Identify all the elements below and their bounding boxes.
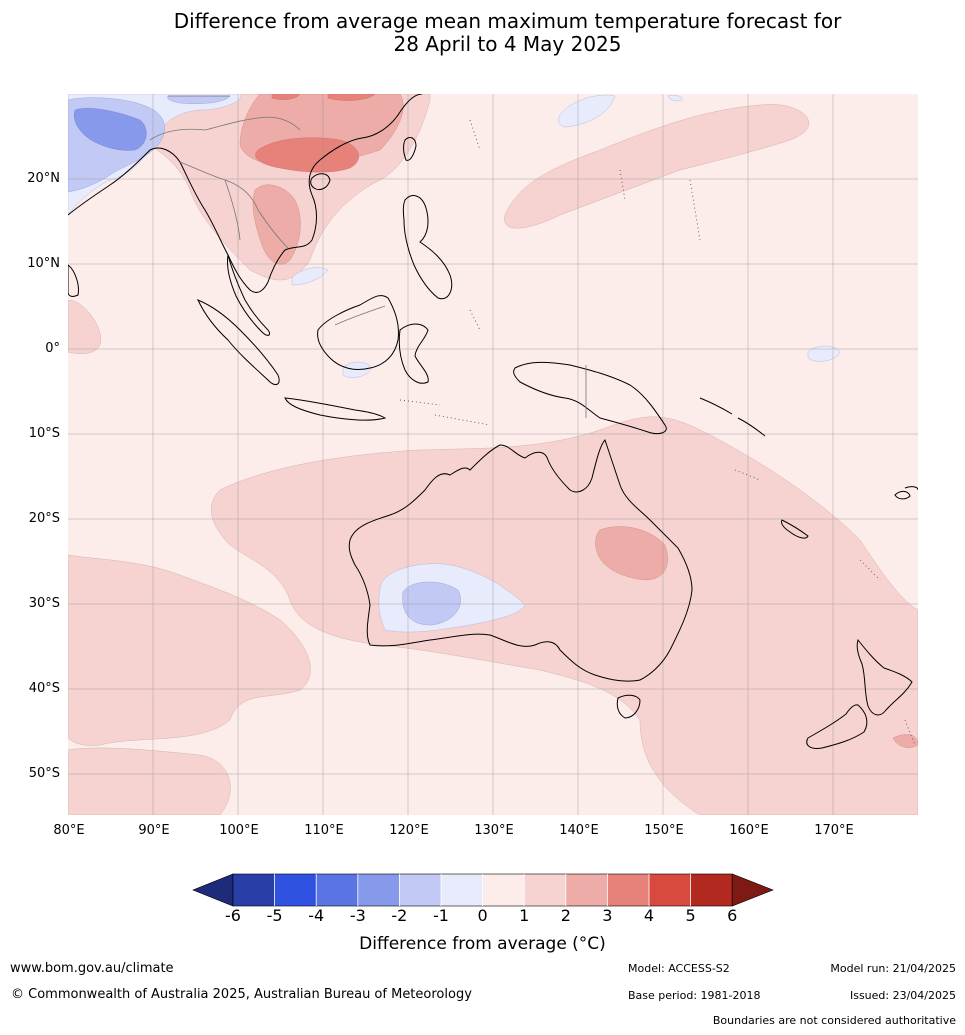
colorbar-outline	[232, 873, 733, 907]
footer-model: Model: ACCESS-S2	[628, 962, 730, 975]
footer-disclaimer: Boundaries are not considered authoritat…	[712, 1014, 956, 1027]
graticule-lines	[68, 94, 918, 815]
colorbar-segment	[233, 874, 276, 906]
lat-label-20n: 20°N	[27, 171, 60, 186]
colorbar-tick-label: -3	[349, 906, 366, 925]
anomaly-1-to-2-regions	[68, 94, 918, 815]
footer-url: www.bom.gov.au/climate	[10, 961, 174, 976]
forecast-map	[68, 94, 918, 815]
australia-coastline	[348, 439, 693, 682]
map-title: Difference from average mean maximum tem…	[0, 10, 965, 56]
new-caledonia-coastline	[781, 519, 809, 539]
lon-label-160e: 160°E	[729, 823, 769, 838]
sri-lanka-coastline	[68, 264, 79, 297]
new-zealand-north-coastline	[856, 638, 913, 716]
anomaly-3-to-4-regions	[255, 94, 376, 173]
fiji-coastline	[894, 486, 918, 500]
anomaly-minus-3-to-minus-2-regions	[74, 108, 147, 151]
colorbar-tick-label: -2	[391, 906, 408, 925]
lat-label-20s: 20°S	[28, 511, 60, 526]
footer-issued: Issued: 23/04/2025	[849, 989, 956, 1002]
colorbar-tick-label: -5	[266, 906, 283, 925]
country-boundaries	[149, 95, 587, 418]
title-line-1: Difference from average mean maximum tem…	[173, 9, 842, 33]
lon-label-80e: 80°E	[53, 823, 85, 838]
colorbar-tick-label: 4	[643, 906, 655, 925]
lat-label-50s: 50°S	[28, 766, 60, 781]
lon-label-150e: 150°E	[644, 823, 684, 838]
solomon-islands-coastline	[699, 397, 766, 437]
colorbar-segment	[274, 874, 317, 906]
colorbar-tick-label: 2	[560, 906, 571, 925]
lat-label-10s: 10°S	[28, 426, 60, 441]
lon-label-100e: 100°E	[219, 823, 259, 838]
title-line-2: 28 April to 4 May 2025	[393, 32, 622, 56]
colorbar-segment	[399, 874, 442, 906]
taiwan-coastline	[403, 137, 417, 161]
borneo-coastline	[317, 295, 399, 371]
lon-label-110e: 110°E	[304, 823, 344, 838]
colorbar-extend-high	[731, 873, 774, 907]
lon-label-130e: 130°E	[474, 823, 514, 838]
lon-label-140e: 140°E	[559, 823, 599, 838]
colorbar-segment	[357, 874, 400, 906]
footer-copyright: © Commonwealth of Australia 2025, Austra…	[11, 987, 472, 1002]
colorbar-segment	[607, 874, 650, 906]
new-zealand-south-coastline	[806, 704, 868, 749]
colorbar-segment	[441, 874, 484, 906]
lat-label-equator: 0°	[45, 341, 60, 356]
lon-label-170e: 170°E	[814, 823, 854, 838]
small-islands	[399, 119, 916, 746]
malay-peninsula-coastline	[227, 254, 271, 336]
footer-model-run: Model run: 21/04/2025	[830, 962, 956, 975]
lat-label-30s: 30°S	[28, 596, 60, 611]
colorbar-tick-label: 5	[685, 906, 696, 925]
lon-label-90e: 90°E	[138, 823, 170, 838]
sulawesi-coastline	[398, 323, 429, 384]
colorbar-tick-label: 1	[519, 906, 530, 925]
new-guinea-coastline	[513, 361, 667, 435]
colorbar-tick-label: -4	[308, 906, 325, 925]
colorbar-tick-label: 6	[727, 906, 738, 925]
philippines-coastline	[402, 195, 453, 300]
colorbar-segment	[482, 874, 525, 906]
lon-label-120e: 120°E	[389, 823, 429, 838]
colorbar-segment	[524, 874, 567, 906]
colorbar-extend-low	[192, 873, 234, 907]
colorbar-label: Difference from average (°C)	[359, 934, 606, 954]
lat-label-40s: 40°S	[28, 681, 60, 696]
colorbar-tick-label: -6	[225, 906, 241, 925]
tasmania-coastline	[616, 694, 641, 719]
coastlines	[68, 94, 918, 749]
colorbar-segment	[649, 874, 692, 906]
colorbar-tick-label: 0	[477, 906, 488, 925]
colorbar-segment	[690, 874, 733, 906]
asia-mainland-coastline	[68, 94, 423, 293]
sumatra-coastline	[197, 299, 280, 386]
hainan-coastline	[310, 173, 331, 191]
colorbar-segment	[316, 874, 359, 906]
colorbar-tick-label: 3	[602, 906, 613, 925]
footer-base-period: Base period: 1981-2018	[628, 989, 761, 1002]
lat-label-10n: 10°N	[27, 256, 60, 271]
java-coastline	[284, 397, 387, 421]
colorbar-tick-label: -1	[433, 906, 449, 925]
colorbar-segment	[565, 874, 608, 906]
